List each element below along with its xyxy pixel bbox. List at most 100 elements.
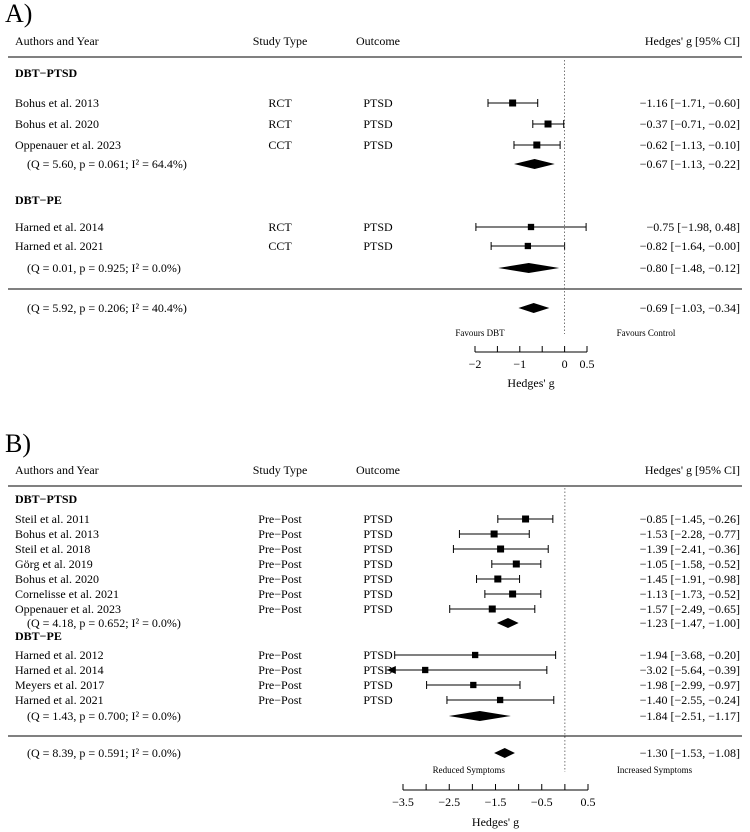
study-author: Harned et al. 2014 xyxy=(15,220,104,234)
study-effect: −0.62 [−1.13, −0.10] xyxy=(640,138,740,152)
study-outcome: PTSD xyxy=(363,117,393,131)
study-type: RCT xyxy=(268,96,292,110)
x-tick-label: 0.5 xyxy=(581,795,596,809)
study-author: Bohus et al. 2020 xyxy=(15,572,99,586)
study-effect: −1.98 [−2.99, −0.97] xyxy=(640,678,740,692)
study-outcome: PTSD xyxy=(363,663,393,677)
subgroup-diamond xyxy=(496,618,519,628)
study-author: Meyers et al. 2017 xyxy=(15,678,104,692)
subgroup-heterogeneity: (Q = 1.43, p = 0.700; I² = 0.0%) xyxy=(27,709,181,723)
study-point-estimate xyxy=(512,560,520,568)
study-point-estimate xyxy=(488,605,496,613)
study-type: Pre−Post xyxy=(258,678,302,692)
study-point-estimate xyxy=(509,99,517,107)
study-type: RCT xyxy=(268,117,292,131)
study-outcome: PTSD xyxy=(363,587,393,601)
study-type: Pre−Post xyxy=(258,587,302,601)
study-effect: −1.39 [−2.41, −0.36] xyxy=(640,542,740,556)
study-type: Pre−Post xyxy=(258,527,302,541)
study-point-estimate xyxy=(527,223,535,231)
study-author: Harned et al. 2012 xyxy=(15,648,104,662)
study-outcome: PTSD xyxy=(363,220,393,234)
study-point-estimate xyxy=(522,515,530,523)
x-tick-label: −1.5 xyxy=(485,795,507,809)
header-study-type: Study Type xyxy=(253,463,308,477)
x-tick-label: −2 xyxy=(469,357,482,371)
study-type: RCT xyxy=(268,220,292,234)
study-point-estimate xyxy=(472,651,479,659)
study-author: Bohus et al. 2013 xyxy=(15,527,99,541)
favours-right-label: Favours Control xyxy=(617,328,676,338)
study-outcome: PTSD xyxy=(363,542,393,556)
study-ci-arrow xyxy=(386,666,396,674)
panel-label: B) xyxy=(5,429,31,458)
study-point-estimate xyxy=(533,141,541,149)
study-outcome: PTSD xyxy=(363,512,393,526)
study-point-estimate xyxy=(524,242,532,250)
header-authors: Authors and Year xyxy=(15,34,99,48)
subgroup-effect: −1.84 [−2.51, −1.17] xyxy=(640,709,740,723)
study-type: Pre−Post xyxy=(258,693,302,707)
header-effect: Hedges' g [95% CI] xyxy=(645,463,740,477)
study-point-estimate xyxy=(470,681,477,689)
study-outcome: PTSD xyxy=(363,648,393,662)
study-type: Pre−Post xyxy=(258,663,302,677)
favours-right-label: Increased Symptoms xyxy=(617,765,693,775)
study-point-estimate xyxy=(497,545,505,553)
study-outcome: PTSD xyxy=(363,693,393,707)
study-effect: −3.02 [−5.64, −0.39] xyxy=(640,663,740,677)
study-outcome: PTSD xyxy=(363,678,393,692)
study-type: Pre−Post xyxy=(258,572,302,586)
study-point-estimate xyxy=(544,120,552,128)
subgroup-diamond xyxy=(448,711,511,721)
subgroup-effect: −1.23 [−1.47, −1.00] xyxy=(640,616,740,630)
study-author: Görg et al. 2019 xyxy=(15,557,93,571)
subgroup-effect: −0.80 [−1.48, −0.12] xyxy=(640,261,740,275)
study-author: Steil et al. 2011 xyxy=(15,512,90,526)
x-tick-label: −0.5 xyxy=(531,795,553,809)
group-title: DBT−PE xyxy=(15,629,62,643)
study-author: Steil et al. 2018 xyxy=(15,542,90,556)
favours-left-label: Reduced Symptoms xyxy=(433,765,506,775)
subgroup-diamond xyxy=(513,159,555,169)
overall-effect: −0.69 [−1.03, −0.34] xyxy=(640,301,740,315)
study-effect: −1.45 [−1.91, −0.98] xyxy=(640,572,740,586)
x-tick-label: −3.5 xyxy=(392,795,414,809)
subgroup-heterogeneity: (Q = 5.60, p = 0.061; I² = 64.4%) xyxy=(27,157,187,171)
study-author: Harned et al. 2021 xyxy=(15,239,104,253)
study-point-estimate xyxy=(496,696,504,704)
subgroup-diamond xyxy=(498,263,560,273)
study-author: Oppenauer et al. 2023 xyxy=(15,138,121,152)
study-author: Harned et al. 2021 xyxy=(15,693,104,707)
overall-diamond xyxy=(494,748,515,758)
study-effect: −0.75 [−1.98, 0.48] xyxy=(646,220,740,234)
study-type: Pre−Post xyxy=(258,602,302,616)
study-type: CCT xyxy=(268,138,292,152)
subgroup-effect: −0.67 [−1.13, −0.22] xyxy=(640,157,740,171)
overall-effect: −1.30 [−1.53, −1.08] xyxy=(640,746,740,760)
header-authors: Authors and Year xyxy=(15,463,99,477)
study-outcome: PTSD xyxy=(363,527,393,541)
subgroup-heterogeneity: (Q = 4.18, p = 0.652; I² = 0.0%) xyxy=(27,616,181,630)
study-outcome: PTSD xyxy=(363,602,393,616)
study-outcome: PTSD xyxy=(363,572,393,586)
study-author: Bohus et al. 2020 xyxy=(15,117,99,131)
study-type: Pre−Post xyxy=(258,542,302,556)
study-effect: −1.57 [−2.49, −0.65] xyxy=(640,602,740,616)
header-outcome: Outcome xyxy=(356,34,400,48)
study-outcome: PTSD xyxy=(363,239,393,253)
study-effect: −1.94 [−3.68, −0.20] xyxy=(640,648,740,662)
overall-heterogeneity: (Q = 8.39, p = 0.591; I² = 0.0%) xyxy=(27,746,181,760)
group-title: DBT−PTSD xyxy=(15,492,78,506)
x-axis-label: Hedges' g xyxy=(507,376,554,390)
header-effect: Hedges' g [95% CI] xyxy=(645,34,740,48)
study-effect: −1.05 [−1.58, −0.52] xyxy=(640,557,740,571)
study-effect: −1.16 [−1.71, −0.60] xyxy=(640,96,740,110)
study-type: Pre−Post xyxy=(258,648,302,662)
overall-heterogeneity: (Q = 5.92, p = 0.206; I² = 40.4%) xyxy=(27,301,187,315)
study-point-estimate xyxy=(494,575,502,583)
group-title: DBT−PE xyxy=(15,193,62,207)
x-tick-label: 0 xyxy=(562,357,568,371)
study-effect: −0.82 [−1.64, −0.00] xyxy=(640,239,740,253)
